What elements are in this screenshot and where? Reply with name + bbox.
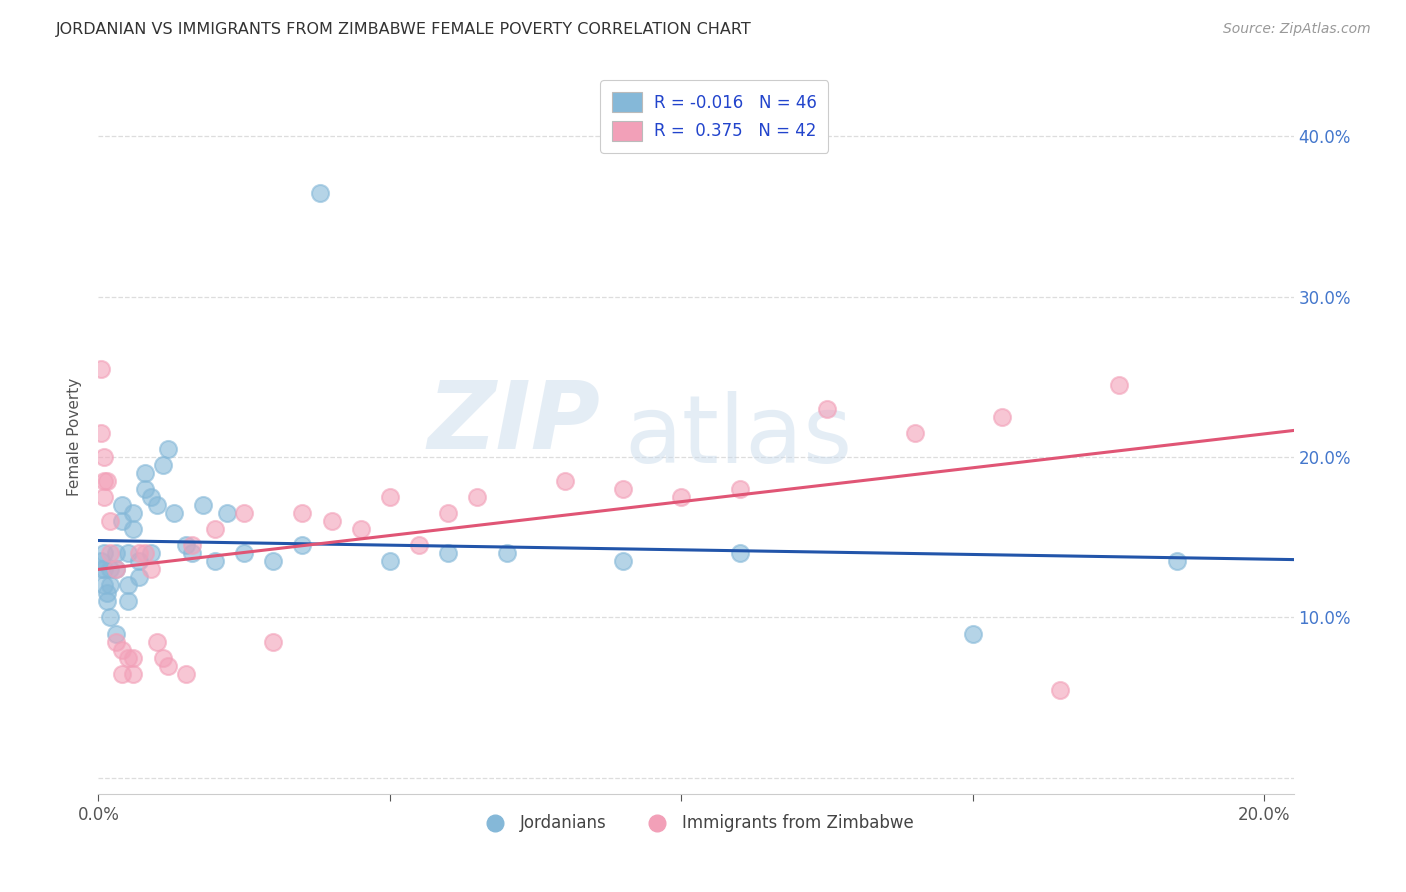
- Point: [204, 522, 226, 536]
- Point: [98, 578, 121, 592]
- Point: [104, 562, 127, 576]
- Point: [612, 482, 634, 496]
- Point: [104, 634, 127, 648]
- Point: [204, 554, 226, 568]
- Legend: Jordanians, Immigrants from Zimbabwe: Jordanians, Immigrants from Zimbabwe: [472, 808, 920, 839]
- Point: [117, 578, 139, 592]
- Point: [291, 538, 314, 552]
- Point: [104, 546, 127, 560]
- Point: [117, 650, 139, 665]
- Point: [111, 498, 134, 512]
- Point: [728, 546, 751, 560]
- Text: Source: ZipAtlas.com: Source: ZipAtlas.com: [1223, 22, 1371, 37]
- Point: [903, 426, 925, 441]
- Point: [96, 474, 118, 488]
- Point: [122, 650, 145, 665]
- Point: [139, 490, 162, 504]
- Point: [96, 586, 118, 600]
- Point: [728, 482, 751, 496]
- Point: [128, 554, 150, 568]
- Point: [467, 490, 489, 504]
- Point: [233, 506, 256, 520]
- Point: [93, 490, 115, 504]
- Point: [193, 498, 215, 512]
- Point: [174, 538, 197, 552]
- Point: [96, 594, 118, 608]
- Point: [122, 522, 145, 536]
- Point: [309, 186, 332, 200]
- Point: [145, 498, 167, 512]
- Point: [262, 554, 284, 568]
- Point: [1108, 378, 1130, 392]
- Point: [93, 450, 115, 464]
- Point: [350, 522, 373, 536]
- Point: [134, 546, 156, 560]
- Point: [93, 578, 115, 592]
- Point: [122, 506, 145, 520]
- Point: [408, 538, 430, 552]
- Text: JORDANIAN VS IMMIGRANTS FROM ZIMBABWE FEMALE POVERTY CORRELATION CHART: JORDANIAN VS IMMIGRANTS FROM ZIMBABWE FE…: [56, 22, 752, 37]
- Point: [90, 362, 112, 376]
- Point: [495, 546, 517, 560]
- Point: [98, 546, 121, 560]
- Point: [157, 442, 180, 456]
- Point: [180, 546, 202, 560]
- Point: [134, 466, 156, 480]
- Point: [128, 570, 150, 584]
- Point: [98, 562, 121, 576]
- Point: [378, 490, 401, 504]
- Point: [163, 506, 186, 520]
- Point: [90, 554, 112, 568]
- Point: [111, 514, 134, 528]
- Point: [128, 546, 150, 560]
- Point: [180, 538, 202, 552]
- Point: [104, 626, 127, 640]
- Point: [98, 610, 121, 624]
- Point: [111, 666, 134, 681]
- Point: [321, 514, 343, 528]
- Point: [104, 562, 127, 576]
- Text: ZIP: ZIP: [427, 376, 600, 469]
- Point: [139, 562, 162, 576]
- Point: [262, 634, 284, 648]
- Point: [291, 506, 314, 520]
- Point: [233, 546, 256, 560]
- Y-axis label: Female Poverty: Female Poverty: [67, 378, 83, 496]
- Point: [437, 546, 460, 560]
- Point: [152, 650, 174, 665]
- Point: [1166, 554, 1188, 568]
- Point: [117, 546, 139, 560]
- Point: [991, 410, 1014, 425]
- Point: [671, 490, 693, 504]
- Point: [378, 554, 401, 568]
- Point: [612, 554, 634, 568]
- Point: [437, 506, 460, 520]
- Point: [117, 594, 139, 608]
- Point: [93, 546, 115, 560]
- Point: [962, 626, 984, 640]
- Point: [134, 482, 156, 496]
- Point: [152, 458, 174, 472]
- Point: [90, 562, 112, 576]
- Point: [554, 474, 576, 488]
- Point: [145, 634, 167, 648]
- Point: [139, 546, 162, 560]
- Point: [93, 474, 115, 488]
- Text: atlas: atlas: [624, 391, 852, 483]
- Point: [815, 402, 838, 417]
- Point: [98, 514, 121, 528]
- Point: [90, 426, 112, 441]
- Point: [174, 666, 197, 681]
- Point: [157, 658, 180, 673]
- Point: [111, 642, 134, 657]
- Point: [93, 562, 115, 576]
- Point: [1049, 682, 1071, 697]
- Point: [215, 506, 238, 520]
- Point: [122, 666, 145, 681]
